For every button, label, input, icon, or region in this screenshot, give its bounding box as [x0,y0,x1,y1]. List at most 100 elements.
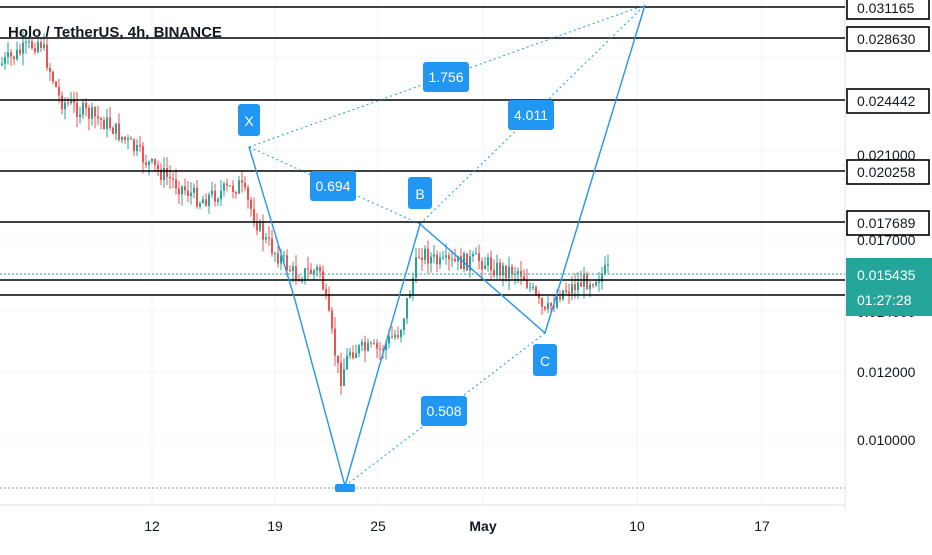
ratio-label-1[interactable]: 1.756 [423,62,469,92]
point-text-c: C [540,353,550,369]
candle-body [358,345,360,354]
ratio-text-1: 1.756 [428,69,463,85]
candle-body [574,284,576,291]
horizontal-levels [0,6,845,296]
candle-body [523,276,525,281]
candle-body [19,49,21,54]
candle-body [157,164,159,170]
y-tick-0: 0.010000 [857,432,916,448]
candle-body [343,369,345,386]
candle-body [259,221,261,231]
candle-body [115,123,117,134]
candle-body [190,192,192,197]
candle-body [346,355,348,370]
candle-body [262,221,264,240]
pattern-legs[interactable] [248,4,646,489]
candle-body [73,100,75,103]
candle-body [580,282,582,287]
candle-body [313,270,315,274]
candle-body [517,271,519,274]
candle-body [82,102,84,115]
candle-body [514,273,516,275]
candle-body [571,284,573,294]
candle-body [217,199,219,202]
candle-body [418,257,420,259]
candle-body [229,185,231,187]
candle-body [175,179,177,189]
candle-body [91,107,93,119]
ratio-line-xb [248,146,421,225]
candle-body [139,144,141,147]
candle-body [424,248,426,260]
candle-body [382,349,384,351]
candle-body [16,49,18,60]
candle-body [148,161,150,165]
candle-body [121,136,123,140]
ratio-label-4[interactable]: 0.508 [421,396,467,426]
point-label-c[interactable]: C [533,344,557,376]
symbol-title: Holo / TetherUS, 4h, BINANCE [8,24,222,41]
ratio-text-2: 4.011 [514,107,548,123]
candle-body [529,287,531,289]
candle-body [79,114,81,117]
candle-body [373,343,375,345]
candle-body [421,257,423,260]
level-tag-text-4: 0.017689 [857,215,916,231]
candle-body [460,256,462,270]
candle-body [415,257,417,278]
point-label-x[interactable]: X [238,104,260,136]
candle-body [535,287,537,295]
candle-body [28,41,30,43]
current-price-text: 0.015435 [857,267,916,283]
candle-body [112,127,114,134]
candle-body [556,296,558,308]
candle-body [508,266,510,279]
candle-body [445,255,447,258]
candle-body [88,107,90,119]
candle-body [64,102,66,110]
candle-body [292,266,294,272]
candle-body [46,44,48,68]
candle-body [274,253,276,255]
candle-body [25,41,27,43]
candle-body [145,162,147,165]
candle-body [469,256,471,271]
point-label-b[interactable]: B [408,177,432,209]
candle-body [325,289,327,295]
candle-body [7,52,9,58]
candle-body [481,261,483,270]
y-tick-4: 0.021000 [857,147,916,163]
candle-body [463,253,465,270]
point-label-a[interactable] [335,484,355,492]
candle-body [598,281,600,283]
candle-body [439,257,441,265]
candle-body [586,274,588,290]
candle-body [601,273,603,282]
candle-body [160,169,162,181]
candle-body [1,63,3,65]
x-tick-1: 19 [267,518,283,534]
ratio-label-2[interactable]: 4.011 [508,100,554,130]
x-axis-ticks: 12 19 25 May 10 17 [144,518,770,534]
ratio-label-3[interactable]: 0.694 [310,171,356,201]
candle-body [502,265,504,276]
candle-body [496,262,498,276]
candle-body [94,107,96,117]
x-tick-2: 25 [370,518,386,534]
candle-body [187,190,189,197]
candle-body [166,167,168,177]
candle-body [238,180,240,194]
candle-body [133,139,135,152]
candle-body [547,303,549,310]
candle-body [70,100,72,104]
candle-body [208,194,210,207]
candle-body [76,102,78,117]
y-tick-1: 0.012000 [857,364,916,380]
candle-body [223,183,225,191]
candle-body [592,284,594,286]
candle-body [52,71,54,82]
candle-body [184,186,186,191]
candle-body [235,191,237,194]
level-tag-text-3: 0.020258 [857,164,916,180]
candle-body [244,182,246,188]
